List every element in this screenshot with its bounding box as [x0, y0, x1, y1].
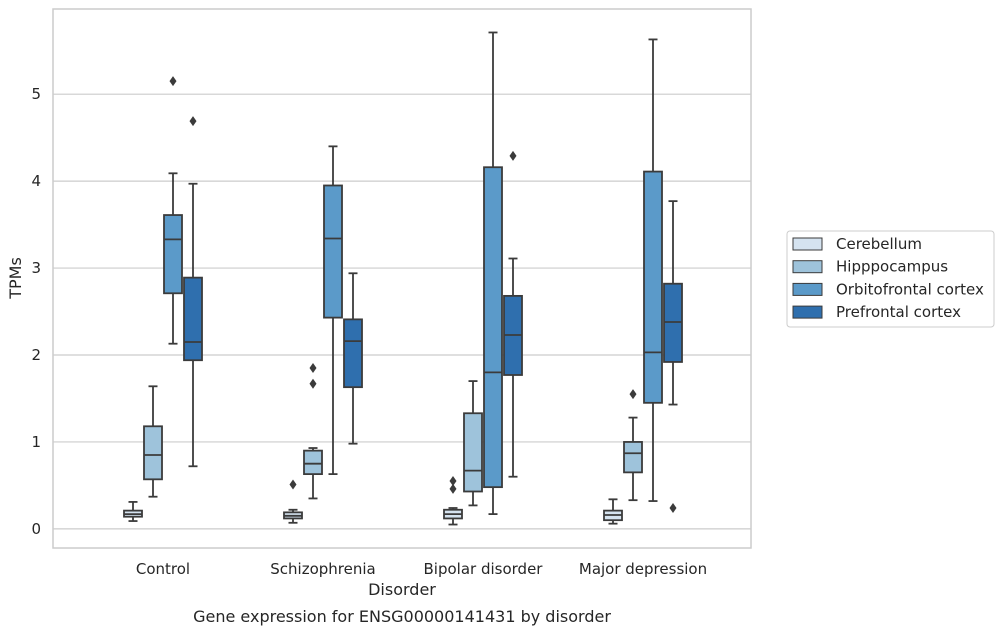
box-body — [643, 170, 663, 404]
legend-label: Orbitofrontal cortex — [836, 280, 984, 298]
legend-swatch — [792, 237, 823, 251]
outlier-point — [309, 363, 317, 374]
outlier-point — [189, 116, 197, 127]
box-body — [343, 318, 363, 389]
box-body — [303, 449, 323, 476]
box-body — [183, 276, 203, 362]
outlier-point — [309, 378, 317, 389]
box-prefrontal-cortex — [663, 200, 683, 514]
x-tick-labels: Control Schizophrenia Bipolar disorder Majo… — [136, 560, 707, 578]
legend-label: Prefrontal cortex — [836, 303, 961, 321]
box-body — [163, 214, 183, 295]
outlier-point — [669, 503, 677, 514]
box-cerebellum — [443, 476, 463, 526]
box-prefrontal-cortex — [503, 150, 523, 478]
legend-swatch — [792, 282, 823, 296]
y-axis-title: TPMs — [6, 257, 25, 300]
x-tick-label: Bipolar disorder — [424, 560, 544, 578]
box-cerebellum — [283, 479, 303, 524]
plot-frame — [52, 8, 752, 549]
legend: Cerebellum Hipppocampus Orbitofrontal cort… — [786, 230, 995, 328]
legend-label: Cerebellum — [836, 235, 922, 253]
y-tick-label: 2 — [31, 346, 41, 364]
box-hipppocampus — [303, 363, 323, 500]
x-tick-label: Schizophrenia — [270, 560, 375, 578]
outlier-point — [289, 479, 297, 490]
box-hipppocampus — [463, 380, 483, 507]
boxes — [123, 31, 683, 526]
box-orbitofrontal-cortex — [163, 76, 183, 345]
x-axis-title: Disorder — [368, 580, 436, 599]
x-tick-label: Major depression — [579, 560, 707, 578]
box-cerebellum — [123, 501, 143, 522]
box-hipppocampus — [623, 389, 643, 502]
legend-label: Hipppocampus — [836, 258, 948, 276]
box-body — [483, 166, 503, 489]
y-tick-labels: 0 1 2 3 4 5 — [31, 85, 41, 538]
outlier-point — [449, 476, 457, 487]
outlier-point — [509, 150, 517, 161]
y-tick-label: 5 — [31, 85, 41, 103]
legend-swatch — [792, 305, 823, 319]
legend-frame — [786, 230, 995, 328]
y-tick-label: 4 — [31, 172, 41, 190]
box-hipppocampus — [143, 385, 163, 498]
y-tick-label: 3 — [31, 259, 41, 277]
outlier-point — [169, 76, 177, 87]
outlier-point — [449, 483, 457, 494]
legend-swatch — [792, 260, 823, 274]
box-orbitofrontal-cortex — [483, 31, 503, 515]
box-body — [463, 412, 483, 493]
box-prefrontal-cortex — [183, 116, 203, 468]
box-body — [623, 441, 643, 474]
y-tick-label: 0 — [31, 520, 41, 538]
box-body — [323, 184, 343, 319]
box-orbitofrontal-cortex — [323, 145, 343, 476]
y-tick-label: 1 — [31, 433, 41, 451]
box-cerebellum — [603, 498, 623, 525]
box-prefrontal-cortex — [343, 272, 363, 445]
box-body — [143, 425, 163, 481]
outlier-point — [629, 389, 637, 400]
x-tick-label: Control — [136, 560, 190, 578]
box-orbitofrontal-cortex — [643, 38, 663, 502]
chart-caption: Gene expression for ENSG00000141431 by d… — [193, 607, 611, 626]
